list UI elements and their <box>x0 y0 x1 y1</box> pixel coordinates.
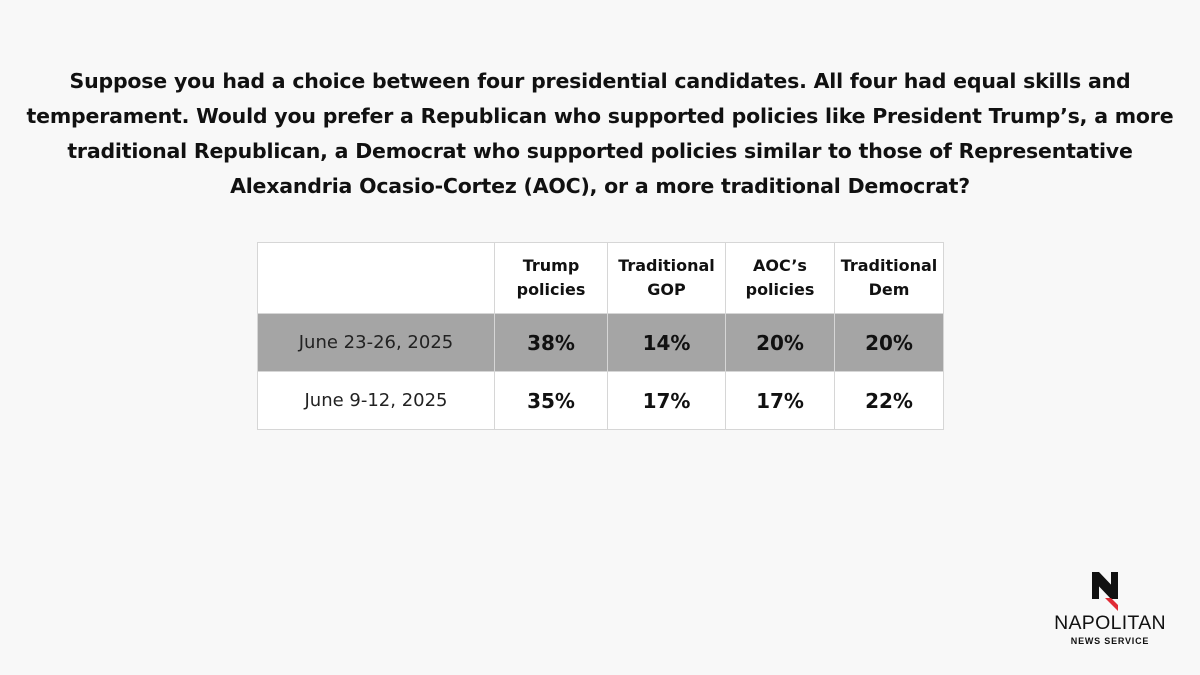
value-cell: 22% <box>834 371 944 430</box>
logo-name: NAPOLITAN <box>1054 612 1166 634</box>
table-row: June 9-12, 2025 35% 17% 17% 22% <box>257 371 944 430</box>
value-cell: 38% <box>494 313 608 372</box>
results-table: Trump policies Traditional GOP AOC’s pol… <box>257 242 944 430</box>
value-cell: 20% <box>834 313 944 372</box>
value-cell: 17% <box>607 371 726 430</box>
table-header-row: Trump policies Traditional GOP AOC’s pol… <box>257 242 944 314</box>
value-cell: 14% <box>607 313 726 372</box>
column-header-line: Traditional <box>840 256 938 275</box>
column-header-line: GOP <box>647 280 686 299</box>
header-empty-cell <box>257 242 495 314</box>
column-header-line: policies <box>516 280 586 299</box>
column-header: Traditional GOP <box>607 242 726 314</box>
column-header: Traditional Dem <box>834 242 944 314</box>
column-header-line: policies <box>745 280 815 299</box>
column-header-line: Dem <box>868 280 910 299</box>
question-text: Suppose you had a choice between four pr… <box>26 69 1174 198</box>
column-header-line: Traditional <box>618 256 715 275</box>
value-cell: 17% <box>725 371 835 430</box>
column-header: AOC’s policies <box>725 242 835 314</box>
logo-subtitle: NEWS SERVICE <box>1070 636 1150 646</box>
value-cell: 20% <box>725 313 835 372</box>
value-cell: 35% <box>494 371 608 430</box>
row-label: June 23-26, 2025 <box>257 313 495 372</box>
table-row: June 23-26, 2025 38% 14% 20% 20% <box>257 313 944 372</box>
napolitan-logo: NAPOLITAN NEWS SERVICE <box>1040 568 1180 648</box>
napolitan-n-logo-icon <box>1092 572 1118 611</box>
column-header-line: Trump <box>522 256 580 275</box>
row-label: June 9-12, 2025 <box>257 371 495 430</box>
column-header-line: AOC’s <box>753 256 807 275</box>
column-header: Trump policies <box>494 242 608 314</box>
